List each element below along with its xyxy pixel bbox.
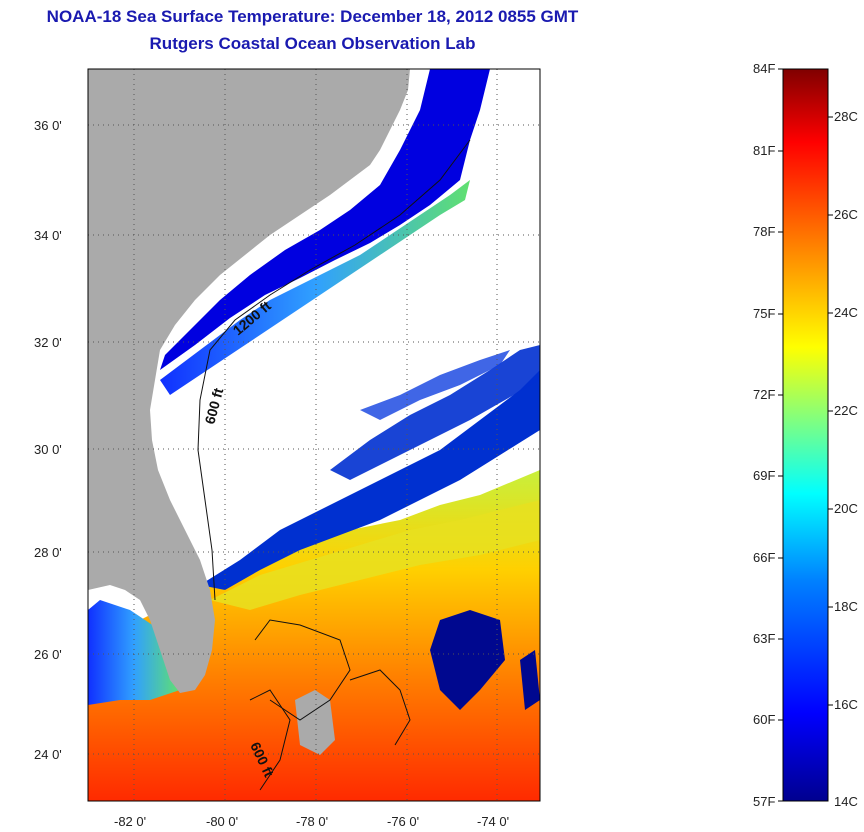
lon-axis: -82 0' -80 0' -78 0' -76 0' -74 0': [114, 814, 509, 829]
colorbar-c-label: 22C: [834, 403, 858, 418]
colorbar-c-label: 28C: [834, 109, 858, 124]
lat-tick-label: 34 0': [34, 228, 62, 243]
colorbar-c-label: 24C: [834, 305, 858, 320]
land-mainland: [88, 69, 410, 693]
colorbar-f-label: 69F: [753, 468, 775, 483]
bahamas-andros: [295, 690, 335, 755]
map-title: NOAA-18 Sea Surface Temperature: Decembe…: [46, 7, 579, 26]
colorbar-c-label: 26C: [834, 207, 858, 222]
plot-frame: [87, 68, 541, 802]
graticule: [88, 69, 540, 801]
cold-band-north: [330, 345, 540, 480]
lon-tick-label: -76 0': [387, 814, 419, 829]
lon-tick-label: -82 0': [114, 814, 146, 829]
cloud-patch-east: [430, 610, 505, 710]
lat-tick-label: 26 0': [34, 647, 62, 662]
lat-tick-label: 36 0': [34, 118, 62, 133]
lat-tick-label: 32 0': [34, 335, 62, 350]
colorbar-f-label: 63F: [753, 631, 775, 646]
colorbar-c-label: 14C: [834, 794, 858, 809]
lat-tick-label: 24 0': [34, 747, 62, 762]
lon-tick-label: -74 0': [477, 814, 509, 829]
cold-band: [200, 370, 540, 590]
gulf-cold-water: [88, 600, 180, 705]
colorbar-f-label: 81F: [753, 143, 775, 158]
cloud-patch-small: [520, 650, 540, 710]
isobaths: [197, 139, 471, 791]
lon-tick-label: -80 0': [206, 814, 238, 829]
colorbar-f-label: 72F: [753, 387, 775, 402]
lat-tick-label: 30 0': [34, 442, 62, 457]
colorbar-gradient: [782, 68, 829, 802]
colorbar-c-label: 16C: [834, 697, 858, 712]
colorbar-c-label: 18C: [834, 599, 858, 614]
lon-tick-label: -78 0': [296, 814, 328, 829]
cold-streaks: [360, 350, 510, 420]
lat-tick-label: 28 0': [34, 545, 62, 560]
colorbar-f-label: 84F: [753, 61, 775, 76]
colorbar-c-label: 20C: [834, 501, 858, 516]
lat-axis: 36 0' 34 0' 32 0' 30 0' 28 0' 26 0' 24 0…: [34, 118, 62, 762]
colorbar-f-label: 57F: [753, 794, 775, 809]
colorbar-f-label: 60F: [753, 712, 775, 727]
shelf-band: [160, 180, 470, 395]
transition-water: [210, 500, 540, 610]
map-subtitle: Rutgers Coastal Ocean Observation Lab: [149, 34, 476, 53]
colorbar-f-label: 78F: [753, 224, 775, 239]
colorbar-f-label: 75F: [753, 306, 775, 321]
colorbar-f-label: 66F: [753, 550, 775, 565]
colorbar: 84F 81F 78F 75F 72F 69F 66F 63F 60F 57F …: [753, 61, 858, 809]
